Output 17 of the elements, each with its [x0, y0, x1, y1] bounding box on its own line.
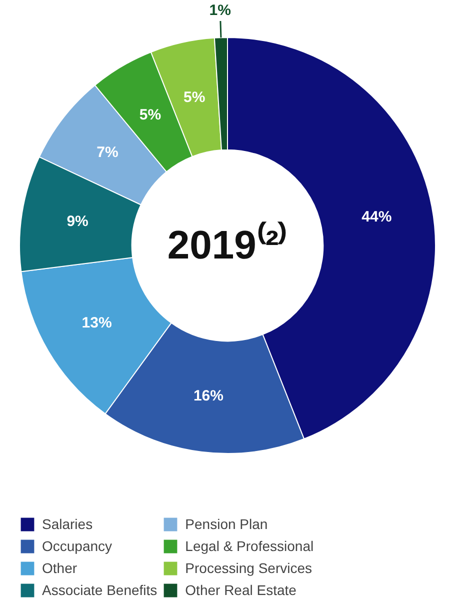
text: 2019⁽²⁾ — [167, 222, 288, 268]
data-label: 1% — [209, 2, 231, 20]
data-label: 16% — [193, 388, 224, 405]
data-label: 5% — [139, 106, 162, 124]
legend-label: Salaries — [42, 516, 93, 532]
legend-label: Other Real Estate — [185, 582, 296, 598]
data-label: 9% — [66, 213, 88, 230]
legend-label: Associate Benefits — [42, 582, 158, 598]
data-label: 7% — [96, 144, 118, 161]
data-label: 5% — [184, 88, 206, 106]
data-label: 44% — [362, 208, 392, 226]
legend-label: Processing Services — [185, 560, 312, 576]
legend-label: Other — [42, 560, 78, 576]
legend-label: Legal & Professional — [185, 538, 314, 554]
legend-label: Pension Plan — [185, 516, 268, 532]
data-label: 13% — [82, 314, 112, 332]
legend-label: Occupancy — [42, 538, 112, 554]
